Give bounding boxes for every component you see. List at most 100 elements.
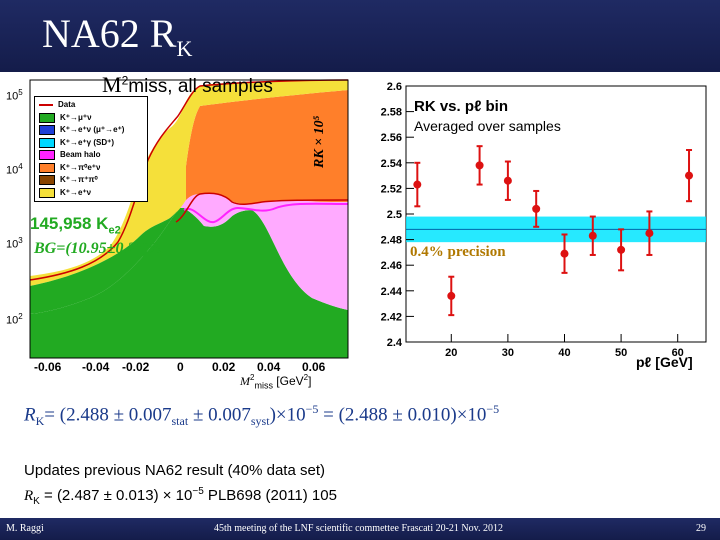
y-tick-label: 2.48 [381, 235, 402, 247]
y-axis-label: RK × 10⁵ [312, 115, 328, 168]
legend-item: K⁺→π⁰e⁺ν [39, 162, 101, 173]
mmiss-histogram [29, 79, 349, 359]
update-line-1: Updates previous NA62 result (40% data s… [24, 462, 325, 479]
left-plot-title: M2miss, all samples [102, 72, 273, 98]
title-m: M [102, 72, 122, 97]
xtick-label: -0.02 [122, 360, 150, 374]
xlabel-unit-sup: 2 [303, 373, 309, 382]
ytick-exp: 3 [18, 236, 23, 245]
update-exp: −5 [192, 486, 204, 497]
events-count-text: 145,958 K [30, 214, 109, 233]
stat-sub: stat [171, 414, 189, 429]
y-tick-label: 2.5 [387, 209, 402, 221]
eq-exp-2: −5 [486, 402, 500, 416]
data-point [447, 291, 456, 300]
update-ref: PLB698 (2011) 105 [203, 487, 337, 504]
legend-swatch [39, 125, 55, 135]
events-count-sub: e2 [108, 224, 121, 237]
xtick-label: -0.04 [82, 360, 110, 374]
title-sup: 2 [121, 73, 129, 88]
chart-subtitle: Averaged over samples [414, 118, 561, 134]
legend-label: K⁺→e⁺ν (μ⁺→e⁺) [60, 125, 125, 135]
xtick-label: 0.04 [257, 360, 281, 374]
legend-label: Beam halo [60, 150, 101, 160]
xtick-label: 0.06 [302, 360, 326, 374]
title-main: NA62 R [42, 11, 177, 56]
legend-swatch [39, 150, 55, 160]
title-sub: K [176, 36, 193, 61]
slide-footer: M. Raggi 45th meeting of the LNF scienti… [0, 518, 720, 540]
x-tick-label: 40 [558, 347, 570, 359]
data-point [532, 204, 541, 213]
eq-part-3: )×10 [269, 404, 306, 426]
y-tick-label: 2.44 [381, 286, 403, 298]
ytick-base: 10 [6, 314, 19, 327]
histogram-frame [29, 79, 349, 359]
legend-item: K⁺→e⁺ν [39, 187, 92, 198]
x-tick-label: 30 [502, 347, 514, 359]
xtick-label: -0.06 [34, 360, 62, 374]
legend-swatch [39, 112, 55, 123]
legend-swatch [39, 103, 53, 106]
data-point [560, 249, 569, 258]
legend-label: K⁺→e⁺γ (SD⁺) [60, 137, 115, 147]
events-count: 145,958 Ke2 [30, 214, 121, 236]
data-line [29, 79, 349, 281]
eq-exp-1: −5 [305, 402, 319, 416]
legend-swatch [39, 175, 55, 185]
ytick-exp: 2 [18, 312, 23, 321]
x-tick-label: 50 [615, 347, 627, 359]
rk-symbol: R [24, 404, 36, 426]
legend-swatch [39, 187, 55, 198]
chart-title: RK vs. pℓ bin [414, 98, 508, 115]
legend-label: Data [58, 100, 76, 109]
ytick-exp: 4 [18, 162, 23, 171]
xlabel-unit: [GeV [276, 374, 304, 388]
data-point [588, 231, 597, 240]
title-rest: miss, all samples [128, 76, 273, 97]
legend-item: Data [39, 100, 75, 109]
syst-sub: syst [250, 414, 270, 429]
ytick-1e5: 105 [6, 88, 23, 103]
x-axis-label-right: pℓ [GeV] [636, 354, 693, 370]
x-tick-label: 60 [672, 347, 684, 359]
left-histogram-panel: 105 104 103 102 -0.06 -0.04 -0.02 0 0.02… [0, 72, 360, 398]
rk-sub: K [35, 414, 45, 429]
background-fraction: BG=(10.95±0.27)% [34, 240, 163, 257]
footer-meeting: 45th meeting of the LNF scientific comme… [214, 523, 504, 534]
xlabel-sub: miss [254, 380, 273, 391]
ytick-base: 10 [6, 164, 19, 177]
band-label: 0.4% precision [410, 244, 506, 260]
y-tick-label: 2.54 [381, 158, 403, 170]
legend-swatch [39, 137, 55, 148]
legend-label: K⁺→π⁰e⁺ν [60, 162, 101, 172]
update-line-2: RK = (2.487 ± 0.013) × 10−5 PLB698 (2011… [24, 486, 337, 507]
legend-label: K⁺→π⁺π⁰ [60, 175, 98, 185]
ytick-1e3: 103 [6, 236, 23, 251]
beam-halo-line [183, 202, 349, 224]
eq-part-2: ± 0.007 [188, 404, 251, 426]
slide-header [0, 0, 720, 72]
data-point [685, 171, 694, 180]
x-tick-label: 20 [445, 347, 457, 359]
y-tick-label: 2.4 [387, 337, 403, 349]
chart-title-text: RK vs. pℓ bin [414, 98, 509, 115]
rk-vs-pl-chart: 2.4 2.42 2.44 2.46 2.48 2.5 2.52 2.54 2.56 2.58 2.… [381, 81, 707, 359]
y-axis-label-text: RK × 10⁵ [312, 115, 327, 168]
chart-frame [405, 85, 707, 343]
update-rsub: K [33, 496, 40, 507]
legend-label: K⁺→e⁺ν [60, 187, 92, 197]
footer-page: 29 [696, 523, 706, 534]
legend-label: K⁺→μ⁺ν [60, 112, 92, 122]
y-tick-label: 2.46 [381, 260, 402, 272]
eq-part-1: = (2.488 ± 0.007 [44, 404, 172, 426]
data-point [413, 180, 422, 189]
xlabel-sup: 2 [250, 373, 255, 382]
y-tick-label: 2.52 [381, 183, 402, 195]
kmunu-left-fill [30, 208, 180, 358]
footer-author: M. Raggi [6, 523, 44, 534]
ytick-base: 10 [6, 238, 19, 251]
legend-box: Data K⁺→μ⁺ν K⁺→e⁺ν (μ⁺→e⁺) K⁺→e⁺γ (SD⁺) Beam… [34, 96, 148, 202]
kmunu-fill [30, 208, 348, 358]
xlabel-unit-end: ] [308, 374, 312, 388]
